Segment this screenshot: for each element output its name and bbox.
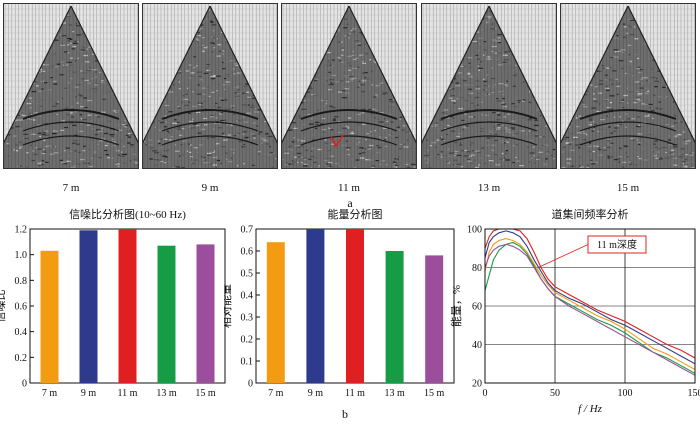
y-axis-label: 能量，% — [449, 285, 463, 327]
chart-title: 信噪比分析图(10~60 Hz) — [69, 207, 186, 221]
y-tick-label: 0.2 — [15, 353, 28, 364]
y-tick-label: 0.2 — [241, 335, 254, 346]
chart-title: 道集间频率分析 — [552, 207, 629, 221]
y-tick-label: 0.4 — [15, 327, 28, 338]
x-tick-label: 7 m — [42, 388, 58, 399]
gather-label: 9 m — [201, 182, 219, 194]
x-tick-label: 0 — [483, 388, 488, 399]
y-tick-label: 1.2 — [15, 225, 28, 236]
x-tick-label: 50 — [550, 388, 560, 399]
annotation-leader — [538, 244, 589, 268]
energy-bar-chart: 能量分析图 0 0.1 0.2 0.3 0.4 0.5 0.6 0.7 7 m 9 m 11 m 13 … — [224, 207, 455, 399]
x-tick-label: 9 m — [81, 388, 97, 399]
seismic-gather-11m — [281, 3, 417, 169]
x-tick-label: 11 m — [345, 388, 365, 399]
y-tick-label: 40 — [472, 340, 482, 351]
x-tick-label: 100 — [618, 388, 633, 399]
x-tick-label: 13 m — [384, 388, 405, 399]
plot-frame — [484, 228, 696, 384]
red-marker-icon — [330, 134, 344, 148]
seismic-gather-7m — [3, 3, 139, 169]
y-tick-label: 60 — [472, 302, 482, 313]
series-line-7m — [484, 238, 696, 370]
annotation-label: 11 m深度 — [597, 238, 637, 251]
gather-label: 13 m — [477, 182, 501, 194]
y-tick-label: 0.6 — [241, 247, 254, 258]
gather-image — [142, 3, 278, 169]
figure-label-a: a — [347, 196, 353, 210]
seismic-gather-15m — [560, 3, 696, 169]
y-tick-label: 100 — [467, 225, 482, 236]
y-tick-label: 80 — [472, 263, 482, 274]
y-axis-label: 信噪比 — [0, 290, 7, 323]
x-axis-label: f / Hz — [578, 403, 603, 415]
bar-13m — [157, 245, 176, 383]
y-tick-label: 0.1 — [241, 357, 254, 368]
bar-7m — [266, 242, 285, 383]
bar-9m — [306, 229, 325, 383]
snr-bar-chart: 信噪比分析图(10~60 Hz) 0 0.2 0.4 0.6 0.8 1.0 1.2 7 m 9 … — [0, 207, 226, 399]
y-tick-label: 0.5 — [241, 269, 254, 280]
y-tick-label: 20 — [472, 379, 482, 390]
gather-image — [560, 3, 696, 169]
x-tick-label: 15 m — [195, 388, 216, 399]
bar-7m — [40, 250, 59, 383]
y-tick-label: 0 — [22, 379, 27, 390]
x-tick-label: 15 m — [424, 388, 445, 399]
series-line-15m — [484, 243, 696, 376]
gather-label: 11 m — [338, 182, 360, 194]
chart-title: 能量分析图 — [328, 207, 383, 221]
gather-image — [3, 3, 139, 169]
y-tick-label: 0.7 — [241, 225, 254, 236]
gather-image — [281, 3, 417, 169]
figure-label-b: b — [342, 407, 348, 421]
bar-15m — [196, 244, 215, 383]
x-tick-label: 9 m — [308, 388, 324, 399]
x-tick-label: 7 m — [268, 388, 284, 399]
x-tick-label: 150 — [688, 388, 700, 399]
y-tick-label: 0.3 — [241, 313, 254, 324]
seismic-gather-13m — [421, 3, 557, 169]
gather-image — [421, 3, 557, 169]
y-tick-label: 0.8 — [15, 276, 28, 287]
y-tick-label: 0.6 — [15, 302, 28, 313]
x-tick-label: 11 m — [118, 388, 138, 399]
y-tick-label: 0.4 — [241, 291, 254, 302]
bar-15m — [425, 255, 444, 383]
annotation-box — [587, 235, 647, 254]
bar-11m — [346, 229, 364, 383]
gather-label: 7 m — [62, 182, 80, 194]
gather-label: 15 m — [616, 182, 640, 194]
series-line-9m — [484, 230, 696, 365]
y-tick-label: 0 — [248, 379, 253, 390]
bar-9m — [79, 230, 98, 383]
x-tick-label: 13 m — [156, 388, 177, 399]
bar-11m — [118, 229, 137, 383]
seismic-gather-9m — [142, 3, 278, 169]
y-tick-label: 1.0 — [15, 250, 28, 261]
bar-13m — [385, 251, 404, 383]
y-axis-label: 相对能量 — [224, 284, 233, 328]
